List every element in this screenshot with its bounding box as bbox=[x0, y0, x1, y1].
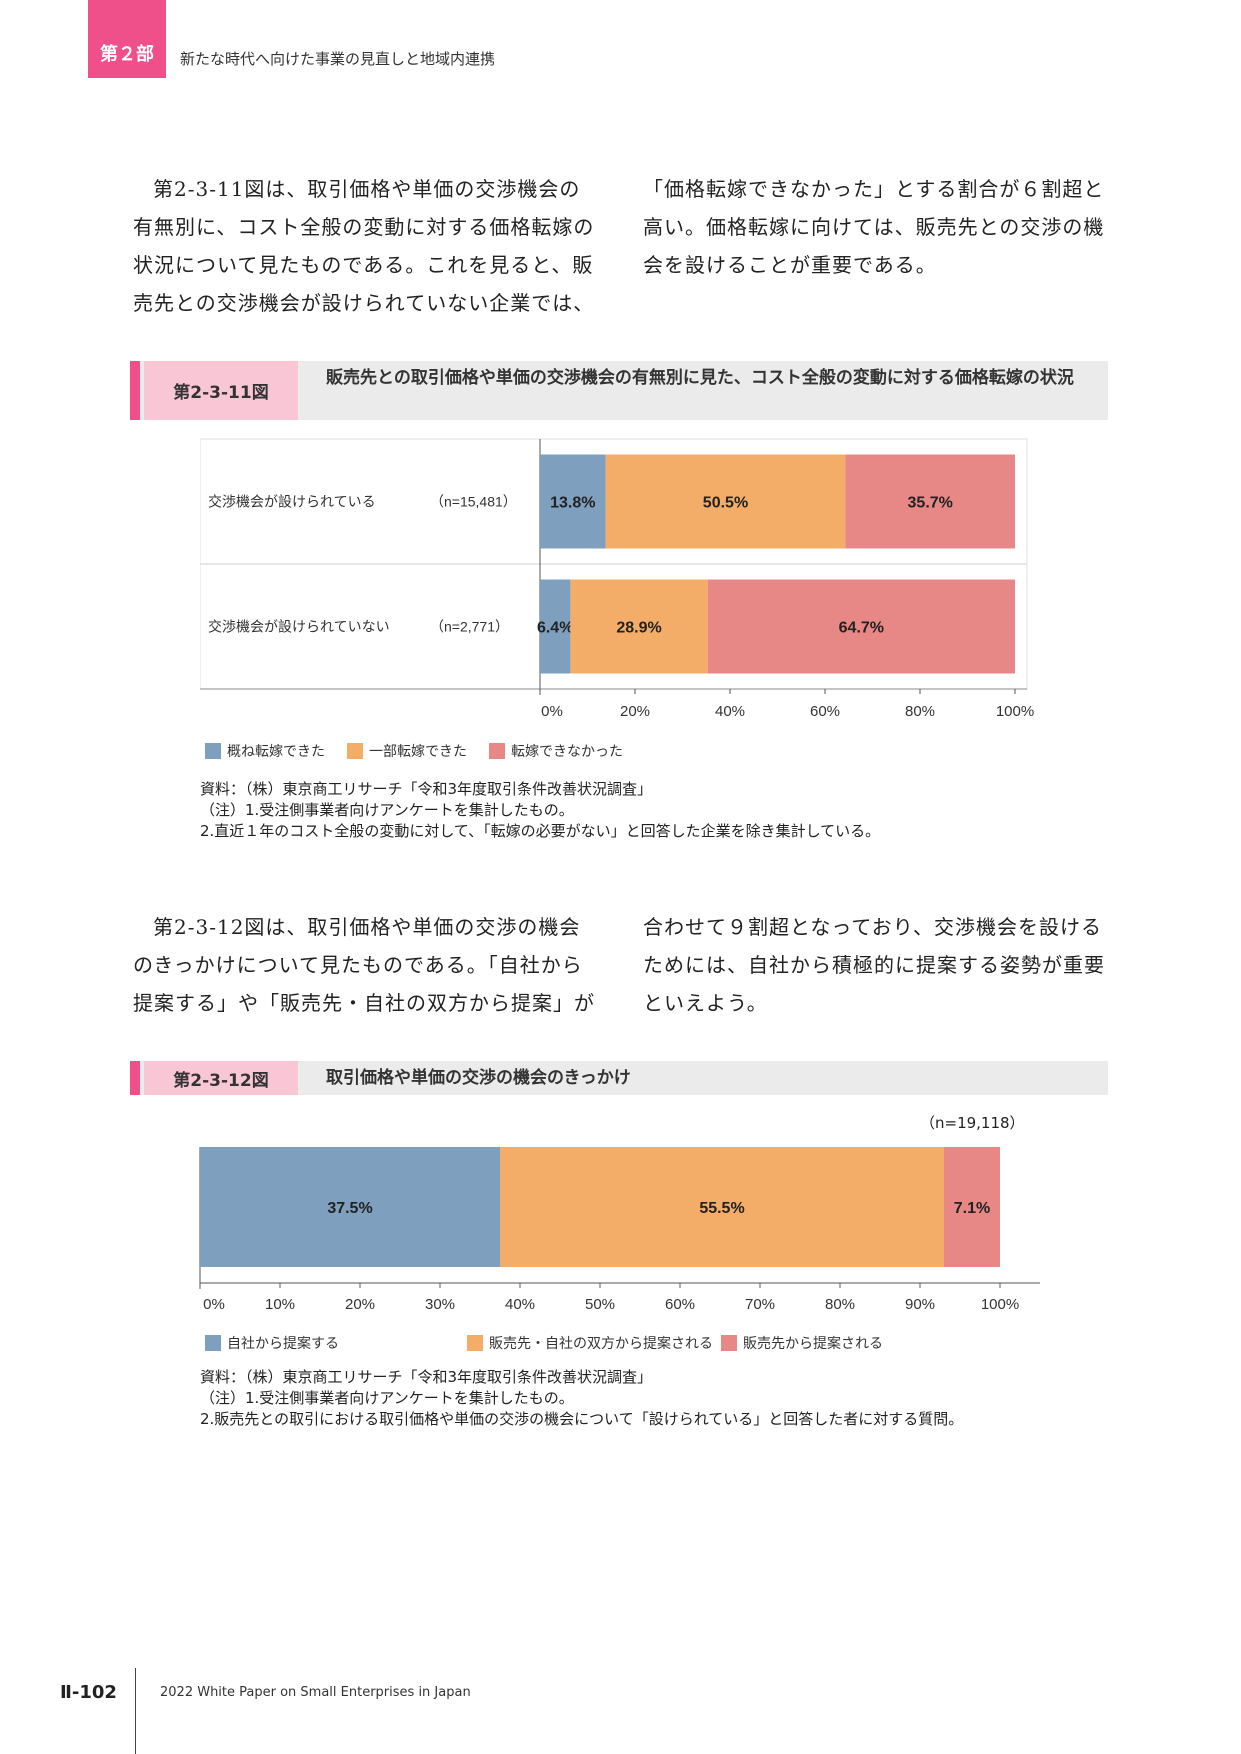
legend-swatch bbox=[205, 743, 221, 759]
para1-right-line: 会を設けることが重要である。 bbox=[643, 253, 937, 277]
fig1-source: 資料：（株）東京商工リサーチ「令和3年度取引条件改善状況調査」 bbox=[200, 780, 653, 798]
x-tick-label: 10% bbox=[265, 1296, 295, 1313]
data-label: 64.7% bbox=[839, 620, 884, 637]
x-tick-label: 80% bbox=[905, 703, 935, 720]
part-tab: 第２部 bbox=[88, 0, 166, 78]
legend-label: 一部転嫁できた bbox=[369, 744, 467, 760]
data-label: 35.7% bbox=[908, 495, 953, 512]
para2-left-line: 提案する」や「販売先・自社の双方から提案」が bbox=[133, 991, 595, 1015]
para2-left: 第2-3-12図は、取引価格や単価の交渉の機会 のきっかけについて見たものである… bbox=[133, 908, 613, 1022]
fig1-note1: （注）1.受注側事業者向けアンケートを集計したもの。 bbox=[200, 801, 574, 819]
legend-swatch bbox=[205, 1335, 221, 1351]
data-label: 6.4% bbox=[537, 620, 573, 637]
x-tick-label: 50% bbox=[585, 1296, 615, 1313]
legend-swatch bbox=[347, 743, 363, 759]
footer-divider bbox=[135, 1668, 136, 1754]
fig1-note2: 2.直近１年のコスト全般の変動に対して、「転嫁の必要がない」と回答した企業を除き… bbox=[200, 822, 881, 840]
x-tick-label: 0% bbox=[203, 1296, 225, 1313]
data-label: 50.5% bbox=[703, 495, 748, 512]
page-number: Ⅱ-102 bbox=[60, 1682, 117, 1703]
x-tick-label: 60% bbox=[665, 1296, 695, 1313]
legend-label: 自社から提案する bbox=[227, 1336, 339, 1352]
para1-left-line: 有無別に、コスト全般の変動に対する価格転嫁の bbox=[133, 215, 595, 239]
data-label: 28.9% bbox=[616, 620, 661, 637]
x-tick-label: 90% bbox=[905, 1296, 935, 1313]
x-tick-label: 30% bbox=[425, 1296, 455, 1313]
para1-left-line: 売先との交渉機会が設けられていない企業では、 bbox=[133, 291, 595, 315]
x-tick-label: 80% bbox=[825, 1296, 855, 1313]
footer-text: 2022 White Paper on Small Enterprises in… bbox=[160, 1685, 471, 1700]
x-tick-label: 20% bbox=[345, 1296, 375, 1313]
data-label: 13.8% bbox=[550, 495, 595, 512]
x-tick-label: 100% bbox=[996, 703, 1034, 720]
legend-label: 販売先・自社の双方から提案される bbox=[489, 1336, 713, 1352]
title-stripe bbox=[130, 361, 140, 420]
x-tick-label: 100% bbox=[981, 1296, 1019, 1313]
title-stripe bbox=[130, 1061, 140, 1095]
data-label: 37.5% bbox=[327, 1200, 372, 1217]
fig1-legend: 概ね転嫁できた 一部転嫁できた 転嫁できなかった bbox=[205, 741, 623, 761]
para1-left-line: 第2-3-11図は、取引価格や単価の交渉機会の bbox=[153, 177, 581, 201]
para1-right: 「価格転嫁できなかった」とする割合が６割超と 高い。価格転嫁に向けては、販売先と… bbox=[643, 170, 1113, 284]
bar-segment bbox=[944, 1147, 1000, 1267]
part-label: 第２部 bbox=[100, 44, 154, 65]
x-tick-label: 60% bbox=[810, 703, 840, 720]
legend-label: 販売先から提案される bbox=[743, 1336, 883, 1352]
fig1-number: 第2-3-11図 bbox=[144, 361, 298, 420]
category-label: 交渉機会が設けられていない bbox=[208, 619, 390, 635]
fig2-source: 資料：（株）東京商工リサーチ「令和3年度取引条件改善状況調査」 bbox=[200, 1368, 653, 1386]
n-label: （n=2,771） bbox=[430, 619, 509, 635]
x-tick-label: 0% bbox=[541, 703, 563, 720]
x-tick-label: 70% bbox=[745, 1296, 775, 1313]
legend-label: 概ね転嫁できた bbox=[227, 744, 325, 760]
para2-right-line: 合わせて９割超となっており、交渉機会を設ける bbox=[643, 915, 1102, 939]
legend-swatch bbox=[467, 1335, 483, 1351]
fig2-notes: 資料：（株）東京商工リサーチ「令和3年度取引条件改善状況調査」 （注）1.受注側… bbox=[200, 1367, 963, 1430]
bar-segment bbox=[200, 1147, 500, 1267]
n-label: （n=15,481） bbox=[430, 494, 517, 510]
fig2-n-label: （n=19,118） bbox=[920, 1114, 1025, 1132]
fig2-note1: （注）1.受注側事業者向けアンケートを集計したもの。 bbox=[200, 1389, 574, 1407]
x-tick-label: 20% bbox=[620, 703, 650, 720]
fig2-note2: 2.販売先との取引における取引価格や単価の交渉の機会について「設けられている」と… bbox=[200, 1410, 964, 1428]
fig1-chart: 交渉機会が設けられている （n=15,481） 13.8% 50.5% 35.7% 交渉機… bbox=[200, 436, 1050, 726]
fig1-notes: 資料：（株）東京商工リサーチ「令和3年度取引条件改善状況調査」 （注）1.受注側… bbox=[200, 779, 880, 842]
data-label: 7.1% bbox=[954, 1200, 990, 1217]
para1-left-line: 状況について見たものである。これを見ると、販 bbox=[133, 253, 594, 277]
fig2-title: 取引価格や単価の交渉の機会のきっかけ bbox=[326, 1068, 631, 1088]
bar-segment bbox=[605, 454, 846, 549]
fig2-title-bar: 第2-3-12図 取引価格や単価の交渉の機会のきっかけ bbox=[130, 1061, 1108, 1095]
para2-right-line: といえよう。 bbox=[643, 991, 768, 1015]
fig1-title: 販売先との取引価格や単価の交渉機会の有無別に見た、コスト全般の変動に対する価格転… bbox=[326, 368, 1074, 388]
fig1-title-bar: 第2-3-11図 販売先との取引価格や単価の交渉機会の有無別に見た、コスト全般の… bbox=[130, 361, 1108, 420]
header-title: 新たな時代へ向けた事業の見直しと地域内連携 bbox=[180, 50, 496, 68]
bar-segment bbox=[540, 579, 571, 674]
fig2-legend: 自社から提案する 販売先・自社の双方から提案される 販売先から提案される bbox=[205, 1333, 883, 1353]
para2-left-line: 第2-3-12図は、取引価格や単価の交渉の機会 bbox=[153, 915, 581, 939]
fig2-chart: 37.5% 55.5% 7.1% 0% 10% 20% 30% 40% 50% 60% 70% 80%… bbox=[190, 1140, 1050, 1320]
fig2-number: 第2-3-12図 bbox=[144, 1061, 298, 1095]
legend-swatch bbox=[721, 1335, 737, 1351]
para1-left: 第2-3-11図は、取引価格や単価の交渉機会の 有無別に、コスト全般の変動に対す… bbox=[133, 170, 613, 322]
para1-right-line: 「価格転嫁できなかった」とする割合が６割超と bbox=[643, 177, 1105, 201]
legend-label: 転嫁できなかった bbox=[511, 744, 623, 760]
bar-segment bbox=[570, 579, 708, 674]
data-label: 55.5% bbox=[699, 1200, 744, 1217]
bar-segment bbox=[540, 454, 606, 549]
para2-left-line: のきっかけについて見たものである。「自社から bbox=[133, 953, 583, 977]
x-tick-label: 40% bbox=[505, 1296, 535, 1313]
bar-segment bbox=[500, 1147, 944, 1267]
bar-segment bbox=[707, 579, 1015, 674]
para2-right: 合わせて９割超となっており、交渉機会を設ける ためには、自社から積極的に提案する… bbox=[643, 908, 1113, 1022]
para1-right-line: 高い。価格転嫁に向けては、販売先との交渉の機 bbox=[643, 215, 1105, 239]
para2-right-line: ためには、自社から積極的に提案する姿勢が重要 bbox=[643, 953, 1105, 977]
fig2-chart-svg: 37.5% 55.5% 7.1% 0% 10% 20% 30% 40% 50% 60% 70% 80%… bbox=[199, 1147, 1040, 1313]
legend-swatch bbox=[489, 743, 505, 759]
bar-segment bbox=[845, 454, 1015, 549]
fig1-chart-svg: 交渉機会が設けられている （n=15,481） 13.8% 50.5% 35.7% 交渉機… bbox=[200, 438, 1034, 720]
category-label: 交渉機会が設けられている bbox=[208, 494, 376, 510]
x-tick-label: 40% bbox=[715, 703, 745, 720]
